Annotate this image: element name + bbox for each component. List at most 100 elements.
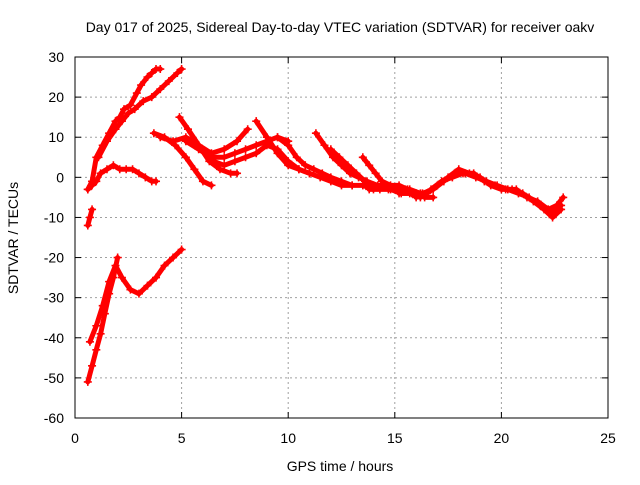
y-tick-label: -30 bbox=[44, 290, 64, 306]
data-point bbox=[358, 181, 367, 190]
data-point bbox=[508, 185, 517, 194]
data-point bbox=[194, 145, 203, 154]
data-point bbox=[198, 177, 207, 186]
data-point bbox=[181, 137, 190, 146]
x-tick-label: 5 bbox=[178, 430, 186, 446]
data-point bbox=[552, 201, 561, 210]
data-point bbox=[476, 173, 485, 182]
y-tick-label: -40 bbox=[44, 330, 64, 346]
data-point bbox=[326, 145, 335, 154]
data-point bbox=[85, 337, 94, 346]
data-point bbox=[149, 129, 158, 138]
data-layer bbox=[83, 65, 568, 386]
data-point bbox=[405, 189, 414, 198]
y-tick-label: 10 bbox=[48, 129, 64, 145]
data-point bbox=[318, 169, 327, 178]
data-point bbox=[156, 85, 165, 94]
series-line bbox=[96, 66, 185, 160]
data-point bbox=[309, 165, 318, 174]
data-point bbox=[540, 205, 549, 214]
data-point bbox=[152, 177, 161, 186]
data-point bbox=[190, 165, 199, 174]
data-point bbox=[378, 177, 387, 186]
data-point bbox=[139, 97, 148, 106]
data-point bbox=[252, 149, 261, 158]
data-point bbox=[252, 117, 261, 126]
data-point bbox=[156, 133, 165, 142]
data-point bbox=[559, 193, 568, 202]
series-line bbox=[183, 134, 291, 160]
data-point bbox=[326, 173, 335, 182]
y-tick-label: -60 bbox=[44, 410, 64, 426]
data-point bbox=[164, 77, 173, 86]
data-point bbox=[183, 125, 192, 134]
data-point bbox=[518, 189, 527, 198]
data-point bbox=[143, 281, 152, 290]
data-point bbox=[169, 137, 178, 146]
data-point bbox=[335, 153, 344, 162]
data-point bbox=[348, 181, 357, 190]
tick-layer bbox=[74, 56, 609, 419]
data-point bbox=[92, 177, 101, 186]
data-point bbox=[230, 157, 239, 166]
data-point bbox=[412, 193, 421, 202]
data-point bbox=[126, 285, 135, 294]
data-point bbox=[358, 153, 367, 162]
y-tick-label: -10 bbox=[44, 209, 64, 225]
data-point bbox=[262, 133, 271, 142]
data-point bbox=[88, 205, 97, 214]
grid-layer bbox=[75, 57, 608, 418]
y-tick-label: 20 bbox=[48, 89, 64, 105]
data-point bbox=[88, 361, 97, 370]
data-point bbox=[137, 81, 146, 90]
data-point bbox=[284, 161, 293, 170]
x-axis-label: GPS time / hours bbox=[287, 458, 394, 474]
y-tick-label: -50 bbox=[44, 370, 64, 386]
data-point bbox=[252, 141, 261, 150]
data-series-arc-2 bbox=[94, 65, 186, 162]
data-point bbox=[92, 345, 101, 354]
data-point bbox=[109, 161, 118, 170]
data-series-arc-5 bbox=[85, 245, 186, 346]
data-point bbox=[395, 189, 404, 198]
data-point bbox=[141, 173, 150, 182]
data-point bbox=[429, 193, 438, 202]
data-series-arc-3 bbox=[83, 161, 161, 194]
data-point bbox=[320, 141, 329, 150]
data-point bbox=[177, 65, 186, 74]
plot-frame bbox=[74, 56, 609, 419]
data-point bbox=[433, 181, 442, 190]
data-point bbox=[124, 109, 133, 118]
data-point bbox=[160, 261, 169, 270]
data-point bbox=[134, 289, 143, 298]
data-point bbox=[273, 149, 282, 158]
data-series-arc-4 bbox=[83, 205, 97, 230]
data-point bbox=[311, 129, 320, 138]
data-point bbox=[292, 153, 301, 162]
data-point bbox=[241, 145, 250, 154]
data-point bbox=[454, 165, 463, 174]
data-point bbox=[134, 169, 143, 178]
data-point bbox=[371, 169, 380, 178]
data-point bbox=[220, 161, 229, 170]
data-point bbox=[548, 213, 557, 222]
data-point bbox=[230, 149, 239, 158]
data-point bbox=[132, 89, 141, 98]
data-point bbox=[130, 105, 139, 114]
x-tick-label: 10 bbox=[280, 430, 296, 446]
data-point bbox=[156, 65, 165, 74]
data-point bbox=[207, 153, 216, 162]
data-point bbox=[305, 169, 314, 178]
data-series-arc-6 bbox=[83, 253, 122, 386]
data-point bbox=[175, 113, 184, 122]
data-point bbox=[486, 181, 495, 190]
data-point bbox=[220, 153, 229, 162]
x-tick-label: 20 bbox=[494, 430, 510, 446]
data-point bbox=[207, 181, 216, 190]
data-point bbox=[220, 145, 229, 154]
data-point bbox=[352, 169, 361, 178]
data-series-arc-19 bbox=[412, 165, 566, 222]
data-point bbox=[209, 157, 218, 166]
